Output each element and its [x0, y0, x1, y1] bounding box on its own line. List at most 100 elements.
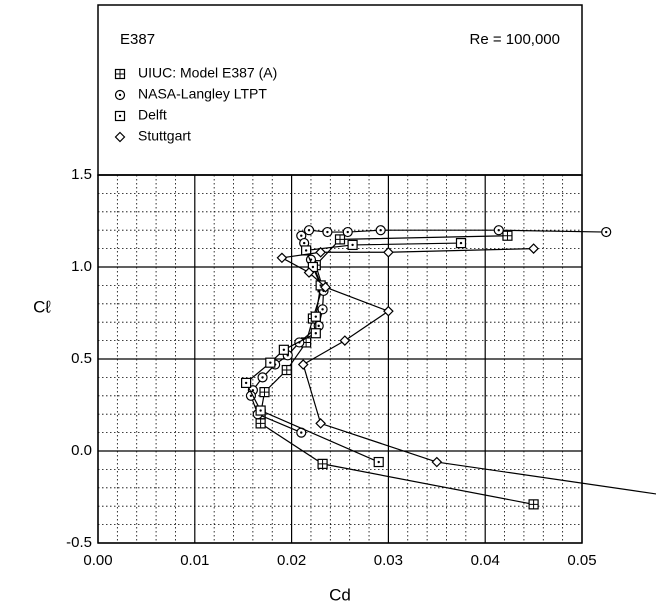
- marker: [342, 226, 353, 238]
- marker-dot: [261, 376, 264, 379]
- marker-shape: [297, 359, 309, 370]
- marker: [375, 225, 386, 236]
- marker: [281, 364, 292, 376]
- marker: [310, 328, 321, 339]
- marker-dot: [346, 230, 349, 234]
- marker: [114, 68, 126, 80]
- y-axis-label: Cℓ: [33, 297, 51, 316]
- marker: [114, 89, 126, 101]
- x-tick-label: 0.04: [471, 552, 500, 569]
- marker-dot: [326, 230, 329, 234]
- marker: [276, 252, 288, 264]
- marker: [297, 359, 309, 370]
- marker-shape: [339, 335, 351, 346]
- y-tick-label: 1.0: [71, 258, 92, 275]
- marker: [339, 335, 351, 346]
- marker-dot: [244, 381, 248, 385]
- legend-label: UIUC: Model E387 (A): [138, 65, 277, 81]
- marker: [299, 237, 310, 249]
- chart-subtitle: Re = 100,000: [470, 31, 561, 48]
- marker-cross: [335, 234, 345, 244]
- marker-dot: [379, 229, 382, 232]
- marker-shape: [383, 305, 394, 317]
- marker-dot: [249, 394, 253, 397]
- marker-dot: [605, 230, 608, 234]
- marker: [245, 390, 257, 401]
- marker: [255, 405, 266, 416]
- legend-label: NASA-Langley LTPT: [138, 86, 267, 102]
- x-tick-label: 0.03: [374, 552, 403, 569]
- marker: [528, 243, 539, 254]
- marker-dot: [302, 241, 306, 245]
- marker: [601, 226, 612, 238]
- marker-shape: [315, 246, 326, 258]
- marker: [334, 234, 346, 245]
- marker: [303, 225, 315, 236]
- marker: [373, 456, 384, 468]
- marker: [317, 304, 328, 315]
- marker-shape: [303, 267, 315, 278]
- series-line: [280, 248, 656, 495]
- marker: [322, 226, 333, 238]
- x-tick-label: 0.00: [83, 552, 112, 569]
- marker: [455, 237, 467, 249]
- marker-dot: [259, 409, 262, 412]
- marker-dot: [300, 234, 303, 237]
- y-tick-label: 1.5: [71, 166, 92, 183]
- marker-dot: [314, 315, 317, 318]
- marker-dot: [351, 243, 354, 247]
- marker-shape: [315, 418, 326, 429]
- marker-dot: [269, 361, 272, 364]
- marker: [383, 246, 394, 258]
- marker-cross: [318, 459, 328, 469]
- y-tick-label: 0.5: [71, 350, 92, 367]
- legend-label: Stuttgart: [138, 128, 191, 144]
- marker-shape: [431, 456, 443, 468]
- series-line: [250, 229, 607, 434]
- marker: [241, 377, 252, 389]
- marker-dot: [321, 308, 324, 311]
- marker: [315, 246, 326, 258]
- chart-title: E387: [120, 31, 155, 48]
- marker: [255, 418, 266, 429]
- marker-dot: [118, 93, 122, 97]
- x-axis-label: Cd: [329, 585, 351, 604]
- marker: [431, 456, 443, 468]
- marker-cross: [259, 387, 269, 397]
- marker: [259, 387, 270, 398]
- y-tick-label: 0.0: [71, 442, 92, 459]
- marker-cross: [529, 499, 539, 509]
- marker-dot: [497, 229, 500, 232]
- marker: [502, 230, 513, 241]
- marker-dot: [118, 114, 122, 118]
- marker-shape: [276, 252, 288, 264]
- marker-dot: [459, 241, 463, 245]
- marker-dot: [319, 284, 322, 287]
- series-line: [260, 235, 534, 505]
- marker-dot: [307, 229, 311, 232]
- series-line: [245, 242, 462, 463]
- marker: [317, 458, 328, 469]
- marker-shape: [320, 281, 331, 293]
- x-tick-label: 0.02: [277, 552, 306, 569]
- marker-cross: [256, 418, 266, 428]
- marker-dot: [317, 324, 320, 328]
- marker: [315, 418, 326, 429]
- marker: [278, 344, 289, 355]
- marker-shape: [383, 246, 394, 258]
- marker-cross: [282, 365, 292, 375]
- x-tick-label: 0.01: [180, 552, 209, 569]
- marker-dot: [304, 249, 308, 252]
- y-tick-label: -0.5: [66, 534, 92, 551]
- marker-shape: [528, 243, 539, 254]
- x-tick-label: 0.05: [567, 552, 596, 569]
- marker: [528, 499, 539, 510]
- marker-cross: [115, 69, 125, 79]
- plot-frame: [97, 174, 583, 544]
- marker-dot: [377, 460, 380, 464]
- marker-cross: [502, 231, 512, 241]
- marker: [347, 239, 358, 251]
- marker: [310, 311, 321, 322]
- marker-dot: [311, 265, 315, 269]
